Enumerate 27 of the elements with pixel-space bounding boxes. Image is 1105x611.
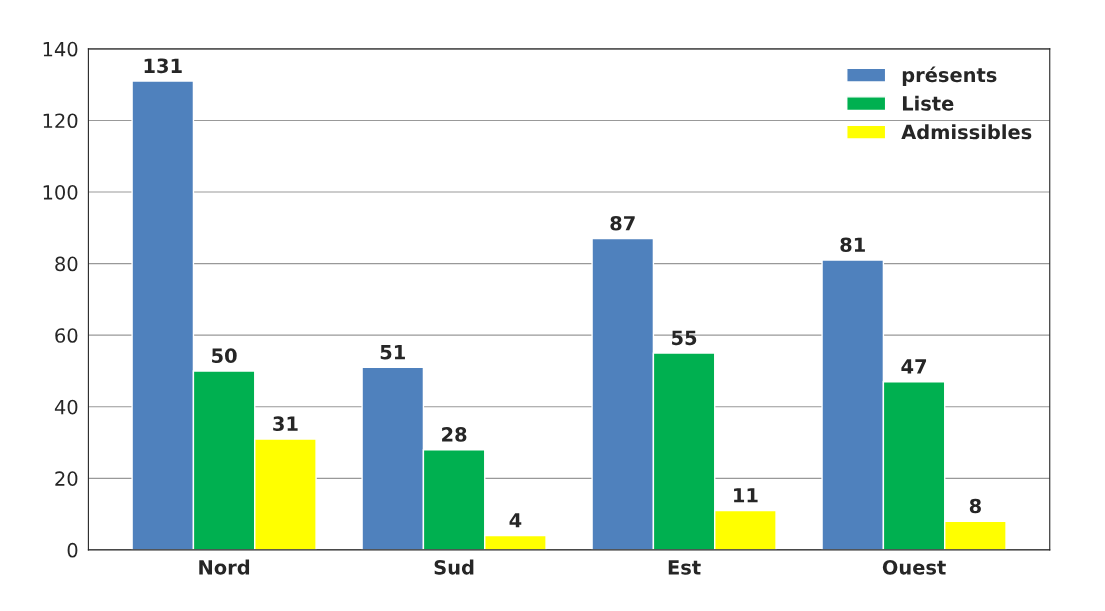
- legend-label: présents: [902, 66, 997, 86]
- y-tick-label: 60: [55, 328, 78, 343]
- legend-label: Admissibles: [901, 124, 1032, 140]
- y-tick-label: 100: [43, 184, 78, 200]
- x-tick-label: Nord: [199, 559, 250, 575]
- data-label: 87: [610, 215, 635, 231]
- y-tick-label: 40: [54, 399, 78, 415]
- y-tick-label: 0: [67, 542, 78, 558]
- data-label: 50: [212, 348, 237, 364]
- data-label: 55: [672, 330, 697, 346]
- y-tick-label: 80: [55, 256, 78, 272]
- data-label: 28: [442, 427, 467, 442]
- y-tick-label: 20: [55, 471, 78, 486]
- data-label: 31: [273, 416, 298, 432]
- data-label: 131: [144, 58, 182, 74]
- x-tick-label: Ouest: [882, 559, 946, 575]
- data-label: 81: [840, 237, 865, 253]
- y-tick-label: 140: [43, 41, 78, 57]
- data-label: 4: [509, 513, 522, 528]
- data-label: 47: [901, 359, 927, 374]
- data-label: 51: [380, 345, 405, 360]
- data-label: 11: [734, 488, 758, 503]
- x-tick-label: Sud: [434, 559, 474, 575]
- x-tick-label: Est: [668, 560, 701, 575]
- y-tick-label: 120: [43, 113, 78, 129]
- data-label: 8: [969, 498, 981, 514]
- legend-label: Liste: [902, 95, 954, 111]
